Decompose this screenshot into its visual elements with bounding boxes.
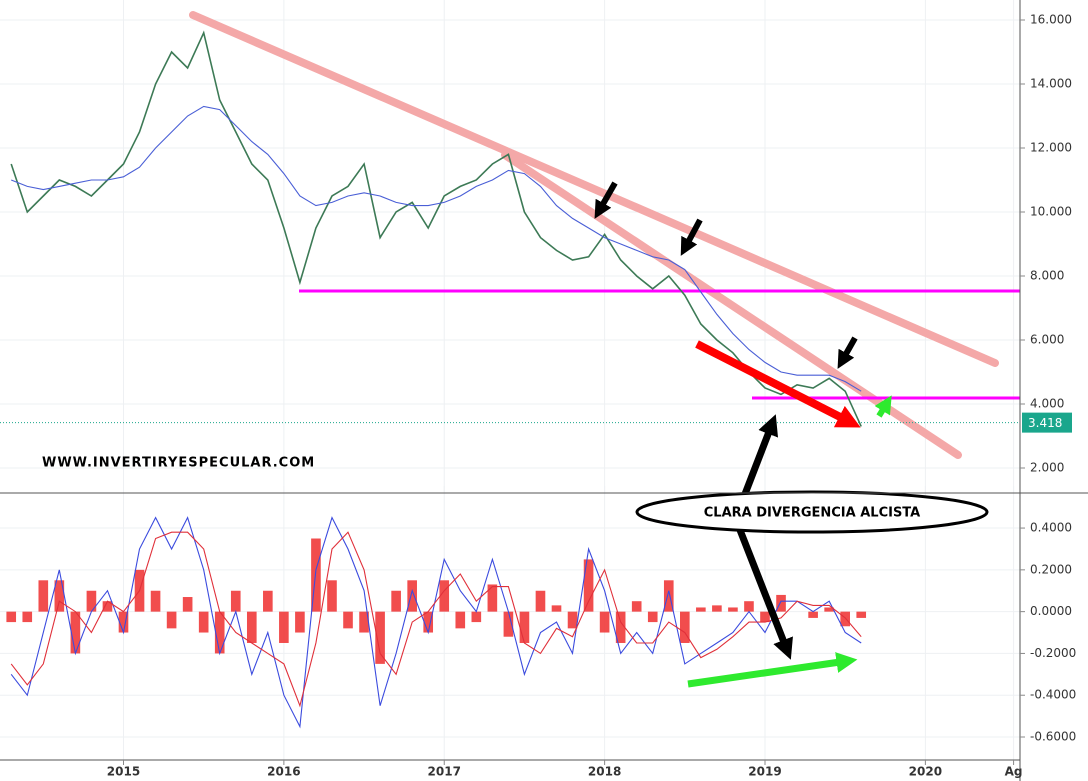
histogram-bar bbox=[214, 611, 225, 654]
histogram-bar bbox=[263, 590, 273, 612]
y-tick-label: 0.0000 bbox=[1030, 604, 1072, 618]
x-tick-label: 2019 bbox=[748, 765, 781, 779]
histogram-bar bbox=[407, 580, 417, 612]
histogram-bar bbox=[246, 611, 257, 643]
last-value-label: 3.418 bbox=[1028, 416, 1062, 430]
callout bbox=[635, 490, 989, 534]
y-tick-label: 2.000 bbox=[1030, 461, 1064, 475]
histogram-bar bbox=[198, 611, 209, 633]
histogram-bar bbox=[439, 580, 450, 612]
histogram-bar bbox=[583, 559, 594, 612]
histogram-bar bbox=[279, 611, 289, 643]
histogram-bar bbox=[535, 590, 546, 612]
x-tick-label: 2018 bbox=[588, 765, 621, 779]
histogram-bar bbox=[150, 590, 161, 612]
last-value-box bbox=[1022, 412, 1072, 433]
histogram-bar bbox=[375, 611, 385, 664]
histogram-bar bbox=[824, 607, 834, 612]
histogram-bar bbox=[6, 611, 17, 623]
annotation: CLARA DIVERGENCIA ALCISTA bbox=[704, 506, 920, 521]
x-tick-label: 2020 bbox=[909, 765, 942, 779]
histogram-bar bbox=[182, 597, 193, 612]
histogram-bar bbox=[86, 590, 97, 612]
histogram-bar bbox=[680, 611, 690, 643]
histogram-bar bbox=[551, 605, 562, 612]
histogram-bar bbox=[808, 611, 818, 618]
arrow bbox=[695, 340, 861, 428]
y-tick-label: 16.000 bbox=[1030, 13, 1072, 27]
y-tick-label: 0.2000 bbox=[1030, 562, 1072, 576]
annotation: WWW.INVERTIRYESPECULAR.COM bbox=[42, 456, 315, 471]
histogram-bar bbox=[118, 611, 129, 633]
x-tick-label: 2016 bbox=[267, 765, 300, 779]
x-tick-label: 2017 bbox=[428, 765, 461, 779]
arrow bbox=[687, 652, 858, 688]
arrows: CLARA DIVERGENCIA ALCISTA WWW.INVERTIRYE… bbox=[42, 181, 989, 688]
histogram-bar bbox=[567, 611, 578, 629]
y-tick-label: 12.000 bbox=[1030, 141, 1072, 155]
histogram-bar bbox=[631, 601, 642, 612]
arrow bbox=[736, 528, 793, 660]
histogram-bar bbox=[391, 590, 401, 612]
series-line bbox=[10, 105, 862, 392]
histogram-bar bbox=[503, 611, 514, 637]
histogram-bar bbox=[38, 580, 49, 612]
histogram-bar bbox=[696, 607, 706, 612]
histogram-bar bbox=[471, 611, 482, 623]
histogram-bar bbox=[663, 580, 674, 612]
histogram-bar bbox=[423, 611, 434, 633]
histogram-bar bbox=[54, 580, 65, 612]
trend-line bbox=[501, 151, 962, 459]
histogram-bar bbox=[744, 601, 754, 612]
y-tick-label: 4.000 bbox=[1030, 397, 1064, 411]
y-tick-label: -0.6000 bbox=[1030, 730, 1076, 744]
histogram-bar bbox=[22, 611, 33, 623]
histogram-bar bbox=[728, 607, 738, 612]
arrow bbox=[680, 218, 703, 256]
histogram-bar bbox=[615, 611, 626, 643]
histogram-bar bbox=[70, 611, 81, 654]
axes: 2.000 4.000 6.000 8.000 10.000 12.000 14.000 16… bbox=[107, 13, 1077, 779]
y-tick-label: 10.000 bbox=[1030, 205, 1072, 219]
grid bbox=[0, 0, 1020, 760]
drawings bbox=[189, 11, 1020, 459]
histogram-bar bbox=[343, 611, 353, 629]
plot bbox=[0, 30, 1020, 729]
histogram-bar bbox=[519, 611, 530, 643]
histogram-bar bbox=[840, 611, 850, 627]
series-line bbox=[10, 30, 862, 427]
histogram-bar bbox=[230, 590, 241, 612]
y-tick-label: 8.000 bbox=[1030, 269, 1064, 283]
histogram-bar bbox=[455, 611, 466, 629]
histogram-bar bbox=[760, 611, 770, 623]
y-tick-label: 14.000 bbox=[1030, 77, 1072, 91]
arrow bbox=[741, 414, 779, 496]
x-tick-label: Ag bbox=[1005, 765, 1023, 779]
histogram-bar bbox=[599, 611, 610, 633]
histogram-bar bbox=[166, 611, 177, 629]
histogram-bar bbox=[487, 584, 498, 612]
y-tick-label: -0.2000 bbox=[1030, 646, 1076, 660]
histogram-bar bbox=[776, 594, 786, 612]
y-tick-label: 0.4000 bbox=[1030, 521, 1072, 535]
y-tick-label: 6.000 bbox=[1030, 333, 1064, 347]
histogram-bar bbox=[327, 580, 337, 612]
trend-line bbox=[189, 11, 999, 367]
histogram-bar bbox=[856, 611, 867, 618]
histogram-bar bbox=[295, 611, 305, 633]
histogram-bar bbox=[647, 611, 658, 623]
series-line bbox=[10, 516, 862, 729]
x-tick-label: 2015 bbox=[107, 765, 140, 779]
series-line bbox=[10, 531, 862, 708]
histogram-bar bbox=[712, 605, 722, 612]
histogram-bar bbox=[102, 601, 113, 612]
histogram-bar bbox=[359, 611, 369, 633]
y-tick-label: -0.4000 bbox=[1030, 688, 1076, 702]
arrow bbox=[594, 181, 618, 219]
arrow bbox=[874, 395, 892, 418]
arrow bbox=[837, 336, 858, 369]
histogram-bar bbox=[311, 538, 321, 612]
